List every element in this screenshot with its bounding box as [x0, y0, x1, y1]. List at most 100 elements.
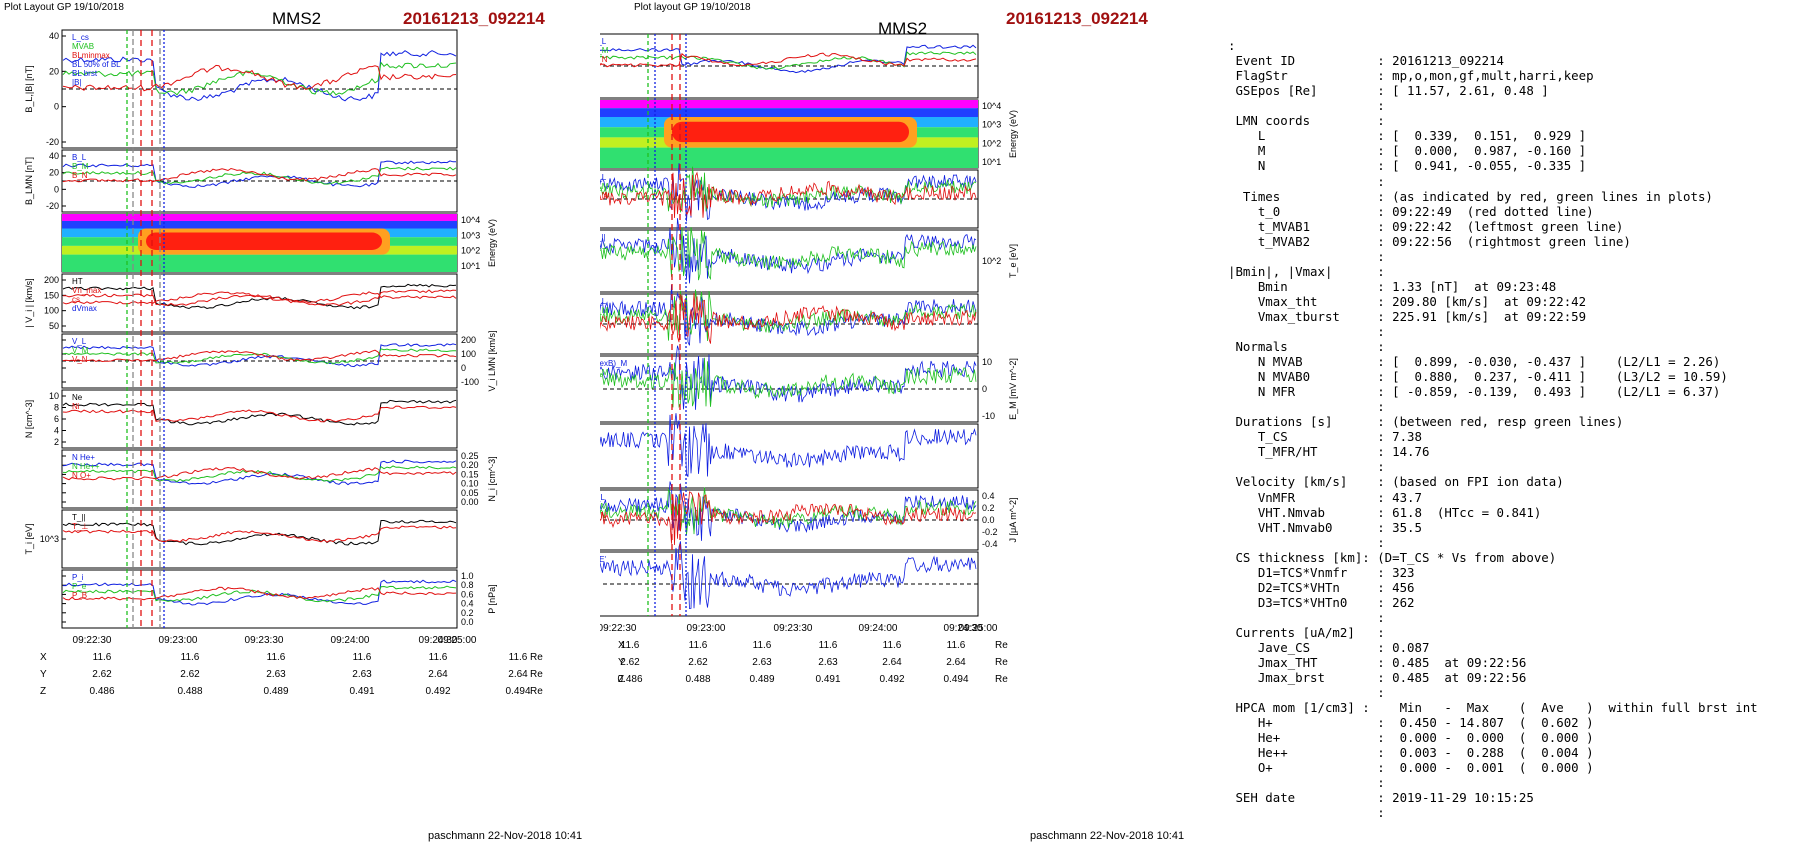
left-legend-label: B_L [72, 153, 87, 162]
info-line: N MFR : [ -0.859, -0.139, 0.493 ] (L2/L1… [1228, 384, 1758, 399]
info-line: O+ : 0.000 - 0.001 ( 0.000 ) [1228, 760, 1758, 775]
right-spectrogram-core [672, 122, 909, 142]
right-pos-value: 11.6 [689, 640, 708, 651]
info-line: : [1228, 459, 1758, 474]
info-line: Times : (as indicated by red, green line… [1228, 189, 1758, 204]
info-line: : [1228, 535, 1758, 550]
right-panel-frame [600, 230, 978, 292]
info-line: : [1228, 610, 1758, 625]
left-series-line [63, 526, 456, 542]
left-legend-label: BL brst [72, 69, 98, 78]
info-line: D1=TCS*Vnmfr : 323 [1228, 565, 1758, 580]
left-ytick-label: 20 [49, 66, 59, 76]
right-legend-label: E_M [600, 306, 609, 315]
left-series-line [63, 349, 456, 364]
left-legend-label: P_e [72, 582, 87, 591]
info-line: VHT.Nmvab : 61.8 (HTcc = 0.841) [1228, 505, 1758, 520]
left-pos-value: 0.488 [177, 686, 202, 697]
right-ytick-label: 10^3 [982, 120, 1001, 130]
left-pos-value: 0.492 [425, 686, 450, 697]
info-line: VHT.Nmvab0 : 35.5 [1228, 520, 1758, 535]
left-legend-label: Vn_max [72, 286, 101, 295]
right-pos-value: 11.6 [819, 640, 838, 651]
left-ytick-label: -20 [46, 137, 59, 147]
right-panel-ylabel: T_e [eV] [1008, 244, 1018, 278]
left-pos-label: X [40, 652, 47, 663]
info-line: N : [ 0.941, -0.055, -0.335 ] [1228, 158, 1758, 173]
right-ytick-label: -0.2 [982, 527, 998, 537]
left-ytick-label: 6 [54, 414, 59, 424]
right-series-line [600, 227, 976, 280]
right-ytick-label: 10 [982, 357, 992, 367]
right-legend-label: J_M [600, 502, 607, 511]
left-ytick-label: 4 [54, 426, 59, 436]
left-spectrogram-band [62, 214, 457, 221]
left-legend-label: HT [72, 277, 83, 286]
left-legend-label: N He++ [72, 462, 100, 471]
right-pos-unit: Re [995, 657, 1008, 668]
left-ytick-label: 20 [49, 168, 59, 178]
right-pos-value: 11.6 [621, 640, 640, 651]
info-line: HPCA mom [1/cm3] : Min - Max ( Ave ) wit… [1228, 700, 1758, 715]
right-pos-value: 2.62 [620, 657, 640, 668]
right-ytick-label: -10 [982, 411, 995, 421]
right-panel-frame [600, 424, 978, 488]
left-panel-frame [62, 510, 457, 568]
info-line: H+ : 0.450 - 14.807 ( 0.602 ) [1228, 715, 1758, 730]
left-legend-label: V_L [72, 337, 87, 346]
left-panel-7: T_i [eV]10^3T_||T_⊥ [24, 510, 457, 568]
left-panel-ylabel: N_i [cm^-3] [487, 456, 497, 501]
left-ytick-label: 40 [49, 151, 59, 161]
left-panel-frame [62, 450, 457, 508]
right-legend-label: T_⊥ [600, 242, 608, 251]
right-pos-value: 0.492 [879, 674, 904, 685]
right-panel-2: V_e LMN [km/s]5000-500V_LV_MV_N [600, 163, 978, 231]
right-legend-label: E_M [600, 368, 609, 377]
info-line: SEH date : 2019-11-29 10:15:25 [1228, 790, 1758, 805]
left-pos-value: 2.63 [352, 669, 372, 680]
left-spectrogram-core [146, 233, 382, 250]
info-line: t_0 : 09:22:49 (red dotted line) [1228, 204, 1758, 219]
left-ytick-label: 10 [49, 391, 59, 401]
right-time-tick: 09:23:30 [774, 623, 813, 634]
info-line: Event ID : 20161213_092214 [1228, 53, 1758, 68]
right-pos-unit: Re [995, 674, 1008, 685]
left-legend-label: P_i [72, 573, 84, 582]
left-legend-label: N O+ [72, 471, 91, 480]
right-pos-value: 2.64 [882, 657, 902, 668]
left-ytick-label: 0 [54, 184, 59, 194]
left-panel-ylabel: N [cm^-3] [24, 400, 34, 438]
left-time-tick: 09:24:00 [331, 635, 370, 646]
left-pos-value: 2.64 [428, 669, 448, 680]
left-panel-ylabel: T_i [eV] [24, 523, 34, 554]
left-legend-label: L_cs [72, 33, 89, 42]
info-line: D3=TCS*VHTn0 : 262 [1228, 595, 1758, 610]
left-ytick-label: 8 [54, 403, 59, 413]
right-pos-value: 0.486 [617, 674, 642, 685]
right-time-tick: 09:24:00 [859, 623, 898, 634]
right-pos-value: 0.494 [943, 674, 968, 685]
info-line: : [1228, 685, 1758, 700]
right-legend-label: V_L [600, 173, 607, 182]
info-line: |Bmin|, |Vmax| : [1228, 264, 1758, 279]
right-ytick-label: 0.4 [982, 491, 995, 501]
left-legend-label: V_M [72, 346, 89, 355]
left-panel-ylabel: V_i LMN [km/s] [487, 330, 497, 391]
left-legend-label: B_M [72, 162, 89, 171]
info-line: LMN coords : [1228, 113, 1758, 128]
info-line: : [1228, 174, 1758, 189]
info-line: VnMFR : 43.7 [1228, 490, 1758, 505]
event-info-text: : Event ID : 20161213_092214 FlagStr : m… [1228, 8, 1758, 836]
info-line: : [1228, 38, 1758, 53]
left-legend-label: Ni [72, 402, 80, 411]
left-ytick-label: 100 [461, 349, 476, 359]
right-footer: paschmann 22-Nov-2018 10:41 [1030, 830, 1184, 842]
info-line: T_CS : 7.38 [1228, 429, 1758, 444]
right-ytick-label: 0 [982, 384, 987, 394]
info-line: He+ : 0.000 - 0.000 ( 0.000 ) [1228, 730, 1758, 745]
info-line: Jave_CS : 0.087 [1228, 640, 1758, 655]
right-legend-label: E_N [600, 315, 608, 324]
